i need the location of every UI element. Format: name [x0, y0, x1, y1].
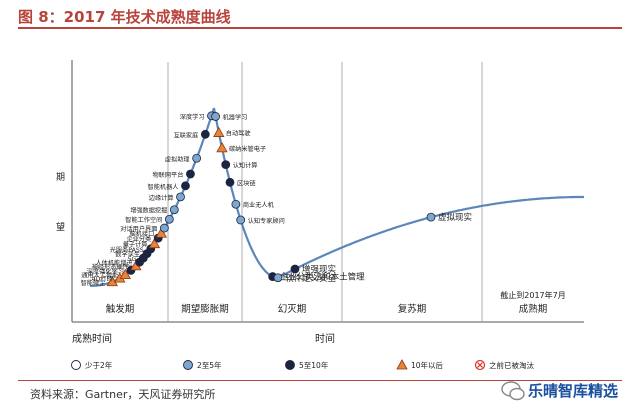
data-point-circle	[169, 205, 179, 215]
data-point-label: 智能机器人	[148, 183, 179, 191]
data-point-label: 脑机接口	[130, 230, 155, 238]
data-point-circle	[290, 264, 300, 274]
data-point-label: 智能微尘	[81, 279, 106, 287]
legend-label: 5至10年	[299, 360, 329, 370]
phase-label: 成熟期	[519, 303, 548, 315]
phase-label: 触发期	[106, 303, 135, 315]
data-point-circle	[159, 223, 169, 233]
legend: 少于2年 2至5年 5至10年 10年以后 之前已被淘汰	[71, 359, 534, 371]
data-point-label: 4D打印	[92, 275, 113, 283]
data-point-circle	[186, 169, 195, 179]
data-point-circle	[181, 181, 190, 191]
y-axis-label: 期	[56, 172, 65, 183]
data-point-circle	[164, 214, 174, 224]
watermark-text: 乐晴智库精选	[528, 382, 619, 400]
data-point-triangle	[119, 268, 132, 280]
data-point-label: 增强数据挖掘	[130, 207, 167, 215]
data-point-label: 碳纳米管电子	[229, 145, 266, 153]
data-point-triangle	[213, 126, 225, 137]
data-point-label: 互联家庭	[174, 131, 199, 139]
data-points: 智能微尘4D打印通用人工智能深度强化学习神经形态硬件人体机能增进5G数字孪生光服…	[81, 111, 472, 287]
phase-label: 幻灭期	[278, 303, 307, 315]
data-point-label: 认知计算	[233, 162, 258, 170]
data-point-label: 自动驾驶	[226, 130, 251, 138]
x-axis-label: 时间	[315, 332, 335, 345]
y-axis-label: 望	[56, 221, 65, 233]
page-title: 图 8：2017 年技术成熟度曲线	[18, 8, 231, 26]
wechat-icon	[501, 381, 525, 401]
data-point-triangle	[155, 227, 167, 238]
data-point-circle	[225, 177, 235, 187]
data-point-label: 数字孪生	[115, 251, 140, 259]
data-point-label: 机器学习	[223, 113, 248, 121]
date-note: 截止到2017年7月	[500, 290, 565, 300]
data-point-label: 对话用户界面	[120, 225, 157, 233]
source-note: 资料来源：Gartner，天风证券研究所	[30, 388, 216, 401]
data-point-label: 神经形态硬件	[92, 263, 129, 271]
data-point-triangle	[216, 142, 228, 153]
data-point-label: 软件定义安全	[285, 273, 337, 284]
data-point-circle	[273, 273, 283, 283]
legend-marker	[71, 360, 81, 370]
legend-marker	[396, 359, 408, 370]
data-point-circle	[200, 129, 210, 139]
data-point-circle	[211, 112, 221, 121]
legend-label: 10年以后	[411, 360, 444, 370]
data-point-label: 物联网平台	[153, 171, 184, 179]
data-point-label: 边缘计算	[149, 194, 174, 202]
maturity-time-label: 成熟时间	[72, 332, 112, 345]
legend-label: 少于2年	[85, 360, 113, 370]
chart-frame	[71, 60, 584, 323]
data-point-label: 商业无人机	[243, 201, 275, 209]
footer-divider	[18, 380, 622, 381]
data-point-label: 量子计算	[123, 241, 148, 249]
legend-marker-x	[477, 362, 483, 368]
data-point-label: 企业分类	[126, 235, 151, 243]
data-point-circle	[236, 215, 246, 225]
data-point-label: 虚拟现实	[438, 212, 472, 223]
legend-label: 之前已被淘汰	[489, 360, 534, 370]
data-point-label: 虚拟助理	[165, 155, 190, 163]
header: 图 8：2017 年技术成熟度曲线	[0, 0, 640, 30]
data-point-label: 智能工作空间	[125, 216, 162, 224]
phase-label: 期望膨胀期	[181, 303, 229, 315]
legend-marker	[285, 360, 295, 370]
watermark: 乐晴智库精选	[500, 376, 630, 406]
data-point-label: 深度学习	[180, 113, 205, 121]
title-divider	[18, 27, 622, 29]
phase-label: 复苏期	[398, 303, 427, 315]
data-point-circle	[176, 192, 185, 202]
data-point-label: 深度强化学习	[87, 267, 124, 275]
data-point-label: 人体机能增进	[95, 259, 132, 267]
data-point-circle	[221, 160, 231, 169]
legend-marker	[183, 360, 193, 370]
data-point-circle	[231, 199, 241, 209]
data-point-label: 光服务PASS	[110, 246, 144, 254]
data-point-label: 企业分类法和本土管理	[280, 272, 366, 283]
data-point-circle	[426, 212, 436, 222]
data-point-label: 通用人工智能	[81, 272, 118, 280]
data-point-label: 5G	[128, 256, 137, 263]
data-point-label: 认知专家顾问	[248, 217, 285, 225]
data-point-triangle	[148, 237, 161, 249]
data-point-circle	[192, 153, 202, 163]
data-point-label: 区块链	[237, 179, 256, 187]
legend-label: 2至5年	[197, 360, 222, 370]
hype-cycle-chart: 智能微尘4D打印通用人工智能深度强化学习神经形态硬件人体机能增进5G数字孪生光服…	[56, 60, 584, 371]
data-point-label: 增强现实	[302, 264, 336, 275]
